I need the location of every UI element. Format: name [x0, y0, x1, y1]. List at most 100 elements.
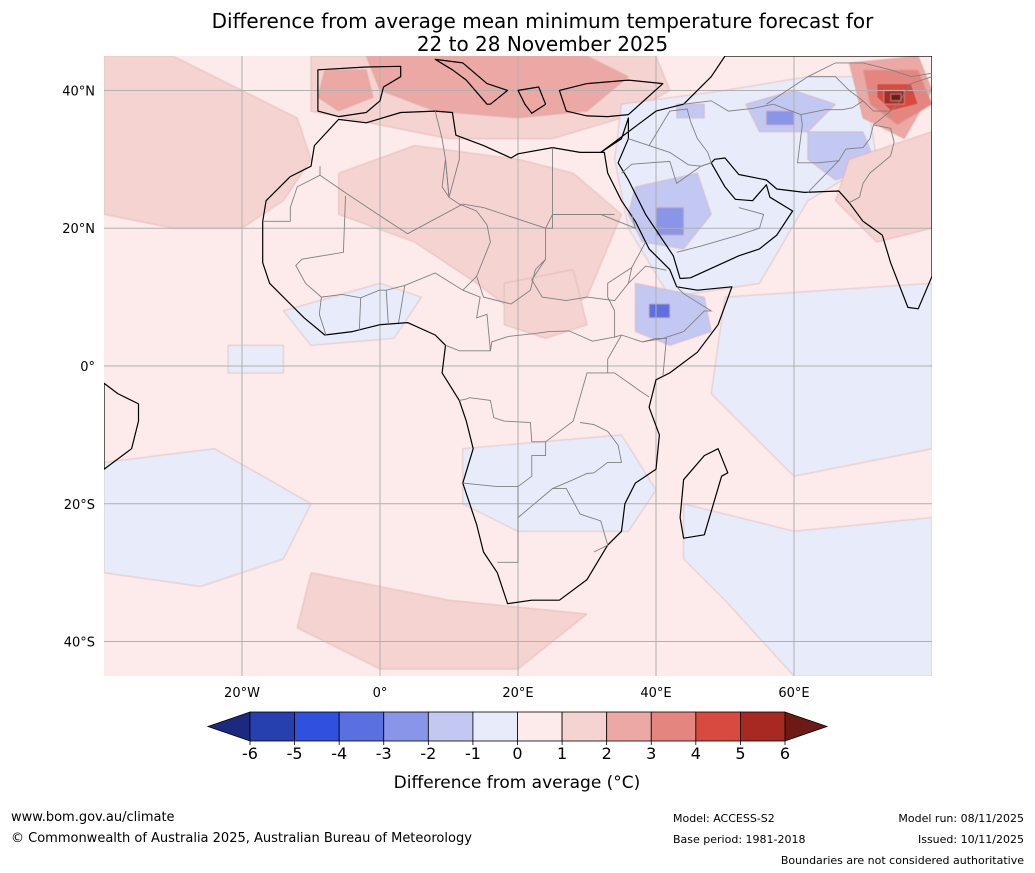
country-border: [807, 62, 932, 78]
country-border: [621, 160, 712, 185]
country-border: [890, 76, 932, 112]
colorbar-bin: [338, 711, 385, 742]
anomaly-tarim-max: [890, 93, 902, 102]
country-border: [552, 422, 623, 490]
country-border: [295, 159, 491, 299]
footer-model-run: Model run: 08/11/2025: [898, 812, 1024, 825]
country-border: [385, 290, 389, 325]
anomaly-sahel-east: [503, 269, 588, 339]
map-chart: 20°W 0° 20°E 40°E 60°E 40°N 20°N 0° 20°S 40°S -6…: [62, 56, 932, 793]
anomaly-turkey: [676, 103, 705, 119]
colorbar-bin: [383, 711, 429, 742]
x-tick-label: 40°E: [640, 686, 671, 701]
anomaly-indian-ocean: [710, 282, 932, 477]
footer-website[interactable]: www.bom.gov.au/climate: [11, 810, 175, 825]
y-tick-label: 20°S: [64, 498, 95, 513]
country-border: [398, 285, 406, 323]
coast-greece: [517, 86, 547, 114]
colorbar-tick-label: -1: [465, 744, 481, 763]
country-border: [607, 267, 633, 338]
country-border: [445, 330, 615, 352]
anomaly-atlantic-eq: [227, 344, 284, 374]
anomaly-ethiopia-core: [648, 303, 671, 319]
chart-title-line2: 22 to 28 November 2025: [416, 32, 669, 56]
colorbar-bin: [740, 711, 786, 742]
colorbar-tick-label: 3: [646, 744, 656, 763]
colorbar-bin: [427, 711, 474, 742]
colorbar-bin: [561, 711, 608, 742]
footer-copyright: © Commonwealth of Australia 2025, Austra…: [11, 831, 472, 846]
colorbar-tick-label: 6: [780, 744, 790, 763]
anomaly-arabia-core: [655, 207, 684, 236]
coast-brazil: [104, 382, 140, 470]
country-border: [358, 297, 362, 331]
coastlines: [104, 56, 932, 605]
coast-italy: [434, 58, 509, 105]
colorbar: -6 -5 -4 -3 -2 -1 0 1 2 3 4 5 6: [206, 711, 829, 763]
country-border: [800, 100, 892, 161]
x-axis-ticks: 20°W 0° 20°E 40°E 60°E: [224, 686, 810, 701]
x-tick-label: 0°: [373, 686, 388, 701]
colorbar-tick-label: 0: [512, 744, 522, 763]
colorbar-bin: [249, 711, 295, 742]
colorbar-extend-low: [206, 711, 251, 742]
colorbar-tick-label: 4: [691, 744, 701, 763]
footer-model: Model: ACCESS-S2: [673, 812, 775, 825]
country-border: [628, 108, 712, 167]
colorbar-tick-label: -5: [287, 744, 303, 763]
coast-madagascar: [679, 448, 729, 539]
colorbar-bin: [517, 711, 563, 742]
y-tick-label: 20°N: [62, 222, 95, 237]
anomaly-north-atlantic: [104, 56, 312, 229]
country-border: [318, 297, 327, 336]
y-tick-label: 40°N: [62, 84, 95, 99]
colorbar-bin: [650, 711, 697, 742]
country-border: [497, 486, 519, 563]
colorbar-tick-label: -6: [242, 744, 258, 763]
coast-asia: [600, 56, 932, 310]
country-border: [848, 124, 895, 204]
colorbar-tick-label: -4: [331, 744, 347, 763]
coast-iberia: [317, 65, 402, 118]
chart-title: Difference from average mean minimum tem…: [0, 10, 1035, 56]
colorbar-tick-label: 2: [602, 744, 612, 763]
colorbar-title: Difference from average (°C): [394, 773, 641, 793]
colorbar-extend-high: [784, 711, 829, 742]
country-border: [441, 159, 450, 198]
colorbar-tick-label: 5: [735, 744, 745, 763]
x-tick-label: 20°W: [224, 686, 260, 701]
country-border: [642, 286, 713, 343]
chart-title-line1: Difference from average mean minimum tem…: [211, 9, 874, 33]
country-border: [628, 265, 667, 284]
country-border: [319, 174, 615, 235]
colorbar-bin: [606, 711, 652, 742]
x-tick-label: 20°E: [502, 686, 533, 701]
colorbar-bin: [695, 711, 741, 742]
country-borders: [262, 62, 932, 563]
footer-base-period: Base period: 1981-2018: [673, 833, 806, 846]
country-border: [459, 397, 547, 488]
colorbar-tick-label: -3: [376, 744, 392, 763]
country-border: [766, 76, 864, 105]
country-border: [552, 213, 636, 229]
country-border: [476, 258, 546, 305]
country-border: [462, 289, 491, 351]
plot-area: [104, 56, 932, 676]
colorbar-tick-label: 1: [557, 744, 567, 763]
anomaly-south-indian-ocean: [683, 503, 932, 676]
footer-disclaimer: Boundaries are not considered authoritat…: [780, 854, 1024, 867]
anomaly-south-atlantic: [104, 448, 312, 587]
coast-turkey: [558, 79, 664, 118]
y-tick-label: 40°S: [64, 636, 95, 651]
colorbar-bin: [472, 711, 518, 742]
footer-issued: Issued: 10/11/2025: [917, 833, 1024, 846]
country-border: [434, 110, 450, 198]
country-border: [448, 137, 460, 198]
country-border: [676, 207, 765, 253]
country-border: [545, 372, 650, 443]
anomaly-iran-core: [766, 110, 795, 126]
anomaly-southern-africa: [462, 434, 657, 532]
coast-africa: [262, 110, 733, 605]
y-tick-label: 0°: [80, 360, 95, 375]
x-tick-label: 60°E: [778, 686, 809, 701]
